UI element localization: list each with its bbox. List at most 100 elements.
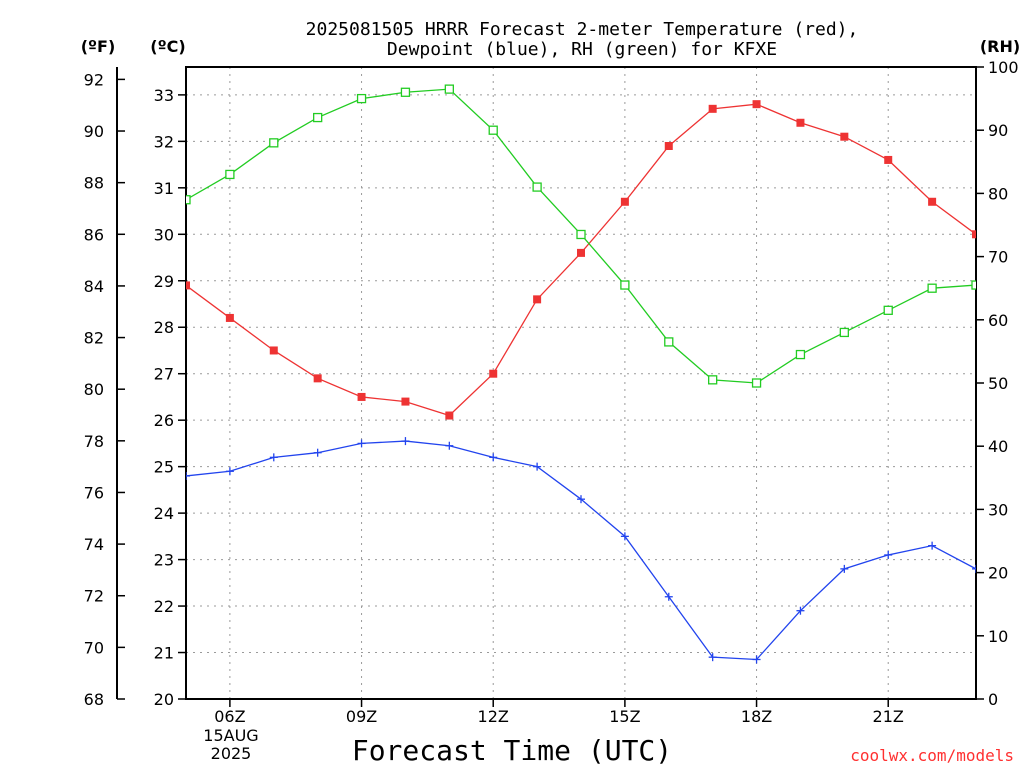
rh-point bbox=[269, 138, 279, 148]
celsius-tick-label: 24 bbox=[154, 504, 174, 523]
rh-tick-label: 90 bbox=[988, 121, 1008, 140]
rh-point bbox=[883, 305, 893, 315]
dewpoint-point bbox=[884, 550, 893, 559]
temperature-point bbox=[796, 118, 805, 127]
fahrenheit-tick-label: 78 bbox=[84, 432, 104, 451]
celsius-tick-label: 33 bbox=[154, 86, 174, 105]
temperature-point bbox=[928, 197, 937, 206]
temperature-point bbox=[445, 411, 454, 420]
celsius-tick-label: 26 bbox=[154, 411, 174, 430]
rh-point bbox=[839, 327, 849, 338]
dewpoint-point bbox=[445, 441, 454, 450]
dewpoint-point bbox=[972, 564, 976, 573]
rh-point bbox=[400, 87, 411, 97]
temperature-point bbox=[620, 197, 629, 206]
fahrenheit-tick-label: 74 bbox=[84, 535, 104, 554]
rh-point bbox=[488, 125, 498, 135]
tick-labels: 20 21 22 23 24 25 26 27 28 29 30 31 32 33 68 70 72 74 76 78… bbox=[84, 58, 1019, 726]
dewpoint-point bbox=[708, 653, 717, 662]
rh-tick-label: 10 bbox=[988, 627, 1008, 646]
x-tick-label: 18Z bbox=[741, 707, 772, 726]
fahrenheit-tick-label: 90 bbox=[84, 122, 104, 141]
x-tick-label: 06Z bbox=[214, 707, 245, 726]
fahrenheit-tick-label: 76 bbox=[84, 483, 104, 502]
rh-point bbox=[356, 93, 367, 104]
rh-point bbox=[971, 280, 976, 290]
x-tick-label: 15Z bbox=[609, 707, 640, 726]
x-tick-label: 12Z bbox=[478, 707, 509, 726]
rh-point bbox=[664, 337, 674, 347]
date-label-day: 15AUG bbox=[203, 726, 258, 745]
temperature-point bbox=[489, 369, 498, 378]
celsius-tick-label: 25 bbox=[154, 458, 174, 477]
x-axis-title: Forecast Time (UTC) bbox=[352, 734, 672, 767]
celsius-tick-label: 31 bbox=[154, 179, 174, 198]
rh-tick-label: 80 bbox=[988, 184, 1008, 203]
dewpoint-point bbox=[269, 453, 278, 462]
dewpoint-point bbox=[313, 448, 322, 457]
rh-series bbox=[186, 84, 976, 388]
x-tick-label: 09Z bbox=[346, 707, 377, 726]
rh-point bbox=[795, 349, 806, 360]
rh-tick-label: 30 bbox=[988, 500, 1008, 519]
axes bbox=[116, 66, 984, 707]
data-series bbox=[186, 84, 976, 664]
x-tick-label: 21Z bbox=[873, 707, 904, 726]
celsius-tick-label: 28 bbox=[154, 318, 174, 337]
fahrenheit-tick-label: 80 bbox=[84, 380, 104, 399]
rh-point bbox=[313, 112, 323, 123]
fahrenheit-unit-label: (ºF) bbox=[81, 37, 116, 56]
dewpoint-point bbox=[620, 532, 629, 541]
dewpoint-point bbox=[928, 541, 937, 550]
rh-tick-label: 0 bbox=[988, 690, 998, 709]
dewpoint-point bbox=[664, 592, 673, 601]
fahrenheit-tick-label: 84 bbox=[84, 277, 104, 296]
temperature-point bbox=[533, 295, 542, 304]
chart-title-line-2: Dewpoint (blue), RH (green) for KFXE bbox=[387, 39, 777, 60]
fahrenheit-tick-label: 68 bbox=[84, 690, 104, 709]
celsius-tick-label: 21 bbox=[154, 644, 174, 663]
rh-point bbox=[708, 375, 718, 385]
temperature-point bbox=[186, 281, 190, 290]
temperature-point bbox=[225, 313, 234, 322]
dewpoint-point bbox=[225, 467, 234, 476]
rh-tick-label: 100 bbox=[988, 58, 1019, 77]
rh-tick-label: 70 bbox=[988, 248, 1008, 267]
celsius-tick-label: 32 bbox=[154, 132, 174, 151]
fahrenheit-tick-label: 86 bbox=[84, 225, 104, 244]
celsius-tick-label: 27 bbox=[154, 365, 174, 384]
rh-point bbox=[927, 283, 937, 293]
dewpoint-point bbox=[796, 606, 805, 615]
temperature-line bbox=[186, 103, 976, 417]
temperature-point bbox=[313, 374, 322, 383]
dewpoint-point bbox=[577, 495, 585, 504]
rh-point bbox=[620, 280, 630, 290]
temperature-point bbox=[840, 132, 849, 141]
rh-point bbox=[532, 182, 542, 192]
fahrenheit-tick-label: 92 bbox=[84, 70, 104, 89]
temperature-point bbox=[884, 155, 893, 164]
dewpoint-line bbox=[186, 440, 976, 661]
dewpoint-point bbox=[752, 655, 761, 664]
celsius-tick-label: 20 bbox=[154, 690, 174, 709]
date-label-year: 2025 bbox=[211, 744, 252, 763]
celsius-tick-label: 23 bbox=[154, 551, 174, 570]
rh-tick-label: 50 bbox=[988, 374, 1008, 393]
dewpoint-point bbox=[840, 564, 849, 573]
chart-title-line-1: 2025081505 HRRR Forecast 2-meter Tempera… bbox=[306, 19, 859, 40]
temperature-point bbox=[708, 104, 717, 113]
fahrenheit-tick-label: 70 bbox=[84, 638, 104, 657]
temperature-series bbox=[186, 100, 976, 420]
celsius-unit-label: (ºC) bbox=[150, 37, 185, 56]
dewpoint-point bbox=[357, 439, 366, 448]
credit-text: coolwx.com/models bbox=[850, 746, 1014, 765]
rh-point bbox=[186, 195, 191, 205]
rh-point bbox=[751, 378, 762, 388]
dewpoint-series bbox=[186, 437, 976, 664]
dewpoint-point bbox=[186, 471, 190, 480]
rh-tick-label: 20 bbox=[988, 564, 1008, 583]
dewpoint-point bbox=[401, 437, 410, 446]
rh-point bbox=[225, 169, 235, 180]
fahrenheit-tick-label: 88 bbox=[84, 174, 104, 193]
